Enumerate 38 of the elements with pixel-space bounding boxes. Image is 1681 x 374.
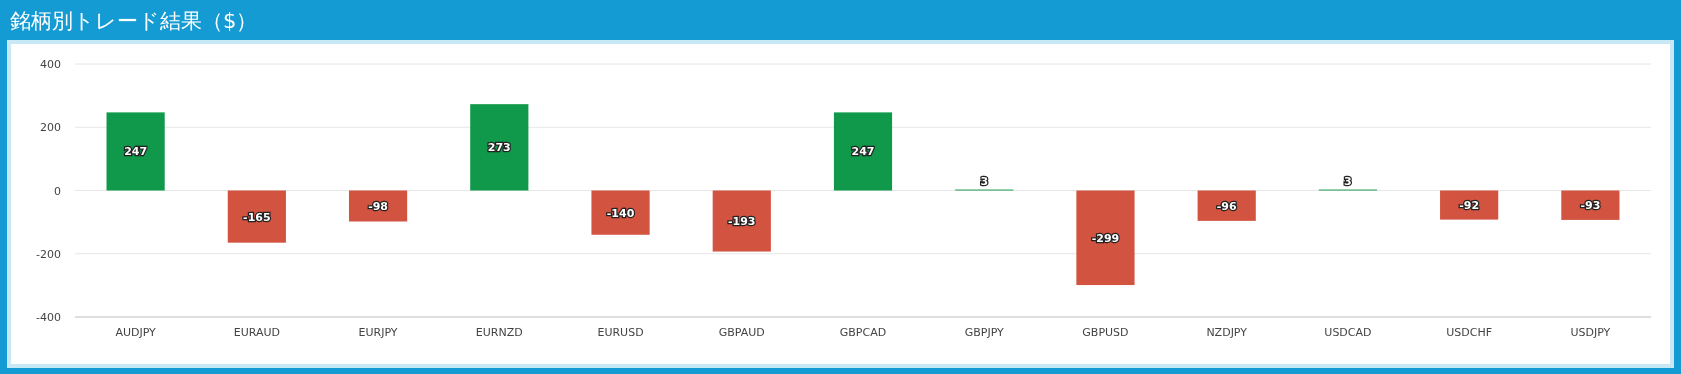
- data-label: -140: [606, 206, 635, 220]
- x-tick-label: GBPUSD: [1082, 326, 1129, 339]
- x-tick-label: EURAUD: [233, 326, 280, 339]
- x-tick-label: AUDJPY: [115, 326, 157, 339]
- x-tick-label: USDCHF: [1446, 326, 1493, 339]
- data-label: 3: [980, 174, 989, 188]
- data-label: -165: [243, 210, 271, 224]
- x-tick-label: EURNZD: [475, 326, 523, 339]
- x-tick-label: EURJPY: [358, 326, 398, 339]
- bar: [833, 112, 893, 191]
- chart-title: 銘柄別トレード結果（$）: [10, 9, 258, 33]
- x-tick-label: GBPAUD: [718, 326, 765, 339]
- bar: [227, 190, 286, 243]
- x-tick-label: USDJPY: [1570, 326, 1611, 339]
- bar: [470, 104, 529, 191]
- x-tick-label: NZDJPY: [1206, 326, 1248, 339]
- data-label: 273: [487, 141, 511, 155]
- data-label: 247: [124, 145, 148, 159]
- bar: [106, 112, 165, 191]
- data-label: -92: [1459, 199, 1480, 213]
- y-tick-label: -200: [36, 247, 61, 261]
- data-label: -96: [1216, 199, 1237, 213]
- data-label: -299: [1091, 231, 1120, 245]
- data-label: -193: [728, 215, 756, 229]
- bar: [712, 190, 771, 252]
- y-tick-label: -400: [36, 311, 61, 324]
- data-label: -98: [368, 200, 389, 213]
- y-tick-label: 200: [40, 121, 61, 135]
- data-label: -93: [1580, 199, 1601, 213]
- x-tick-label: EURUSD: [597, 326, 644, 339]
- x-tick-label: GBPJPY: [964, 326, 1005, 339]
- data-label: 3: [1344, 174, 1352, 188]
- y-tick-label: 0: [54, 184, 61, 198]
- bar: [1076, 190, 1135, 286]
- data-label: 247: [851, 145, 875, 159]
- x-tick-label: GBPCAD: [839, 326, 887, 339]
- x-tick-label: USDCAD: [1324, 326, 1372, 339]
- y-tick-label: 400: [40, 58, 61, 71]
